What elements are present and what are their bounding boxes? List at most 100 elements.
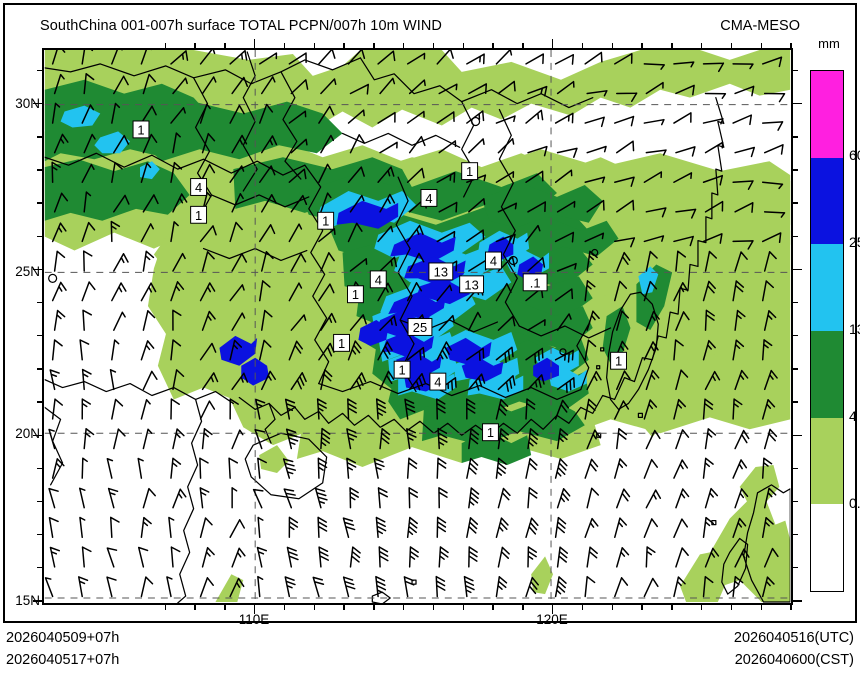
wind-barb <box>704 92 727 99</box>
wind-barb <box>616 428 628 450</box>
x-axis-tick-top <box>254 39 256 48</box>
wind-barb <box>228 457 239 479</box>
contour-label-box <box>610 351 627 370</box>
wind-barb <box>702 62 725 73</box>
wind-barb <box>732 63 754 70</box>
page-border <box>3 3 857 623</box>
x-axis-tick-top <box>581 43 584 48</box>
y-axis-major-tick <box>33 434 42 436</box>
model-name-label: CMA-MESO <box>720 18 800 34</box>
wind-barb <box>320 192 332 213</box>
wind-barb <box>702 457 714 479</box>
contour-label-box <box>190 205 208 224</box>
wind-barb <box>556 80 575 95</box>
wind-barb <box>229 50 248 65</box>
wind-barb <box>761 399 776 420</box>
wind-barb <box>643 280 658 302</box>
wind-barb <box>468 546 478 568</box>
wind-barb <box>734 369 749 391</box>
wind-barb <box>140 105 157 124</box>
wind-barb <box>379 370 395 391</box>
y-axis-major-tick <box>33 600 42 602</box>
wind-barb <box>468 487 480 509</box>
wind-barb <box>673 235 694 247</box>
wind-barb <box>83 428 95 450</box>
contour-label-text: 1 <box>195 208 202 223</box>
wind-barb <box>525 576 539 598</box>
wind-barb <box>468 198 486 213</box>
wind-barb <box>614 577 629 598</box>
wind-barb <box>172 132 181 154</box>
wind-barb <box>584 517 599 539</box>
wind-barb <box>702 233 723 244</box>
wind-barb <box>616 251 631 272</box>
contour-label-box <box>429 372 447 391</box>
wind-barb <box>257 516 264 539</box>
wind-barb <box>761 457 773 479</box>
wind-barb <box>257 575 264 598</box>
wind-barb <box>258 224 276 243</box>
wind-barb <box>286 546 299 568</box>
wind-barb <box>260 76 276 95</box>
wind-barb <box>51 398 64 420</box>
wind-barb <box>732 240 754 250</box>
wind-barb <box>320 134 335 154</box>
wind-barb <box>140 576 154 598</box>
wind-barb <box>704 200 724 213</box>
wind-barb <box>312 576 325 598</box>
wind-barb <box>379 77 396 95</box>
wind-barb <box>229 339 243 361</box>
wind-barb <box>675 250 687 272</box>
page-title: SouthChina 001-007h surface TOTAL PCPN/0… <box>40 18 443 34</box>
x-axis-minor-tick <box>790 605 792 610</box>
wind-barb <box>51 222 67 243</box>
contour-label-box <box>190 178 208 196</box>
x-axis-tick-top <box>462 43 464 48</box>
wind-barb <box>614 115 635 127</box>
wind-barb <box>497 428 509 450</box>
x-axis-minor-tick <box>432 605 435 610</box>
wind-barb <box>436 111 455 124</box>
wind-barb <box>318 283 335 302</box>
y-axis-tick-right <box>793 600 802 602</box>
wind-barb <box>290 194 308 213</box>
wind-barb <box>347 166 365 183</box>
wind-barb <box>317 516 328 539</box>
wind-barb <box>614 400 630 420</box>
wind-barb <box>704 547 720 568</box>
wind-barb <box>379 141 398 154</box>
wind-barb <box>436 457 447 479</box>
wind-barb <box>347 340 362 361</box>
wind-barb <box>379 315 397 331</box>
contour-label-box <box>420 188 438 207</box>
wind-barb <box>48 428 56 450</box>
wind-barb <box>616 547 630 568</box>
wind-barb <box>377 111 396 124</box>
wind-barb <box>495 282 512 302</box>
wind-barb <box>616 310 630 331</box>
wind-barb <box>255 398 266 420</box>
colorbar[interactable] <box>810 70 844 592</box>
wind-barb <box>142 487 156 509</box>
wind-barb <box>258 339 272 361</box>
wind-barb <box>142 133 158 154</box>
wind-barb <box>438 546 449 568</box>
wind-barb <box>81 50 94 65</box>
wind-barb <box>349 134 365 154</box>
wind-barb <box>288 516 299 539</box>
wind-barb <box>53 192 69 213</box>
wind-barb <box>260 309 273 331</box>
contour-label-text: 1 <box>487 425 494 440</box>
y-axis-minor-tick <box>37 69 42 72</box>
wind-barb <box>342 576 356 598</box>
wind-barb <box>525 224 541 243</box>
y-axis-tick-right <box>793 434 802 436</box>
x-axis-tick-top <box>552 39 554 48</box>
wind-barb <box>320 252 335 272</box>
wind-barb <box>614 517 628 539</box>
wind-barb <box>320 312 337 331</box>
wind-barb <box>556 487 571 509</box>
wind-barb <box>436 50 454 65</box>
